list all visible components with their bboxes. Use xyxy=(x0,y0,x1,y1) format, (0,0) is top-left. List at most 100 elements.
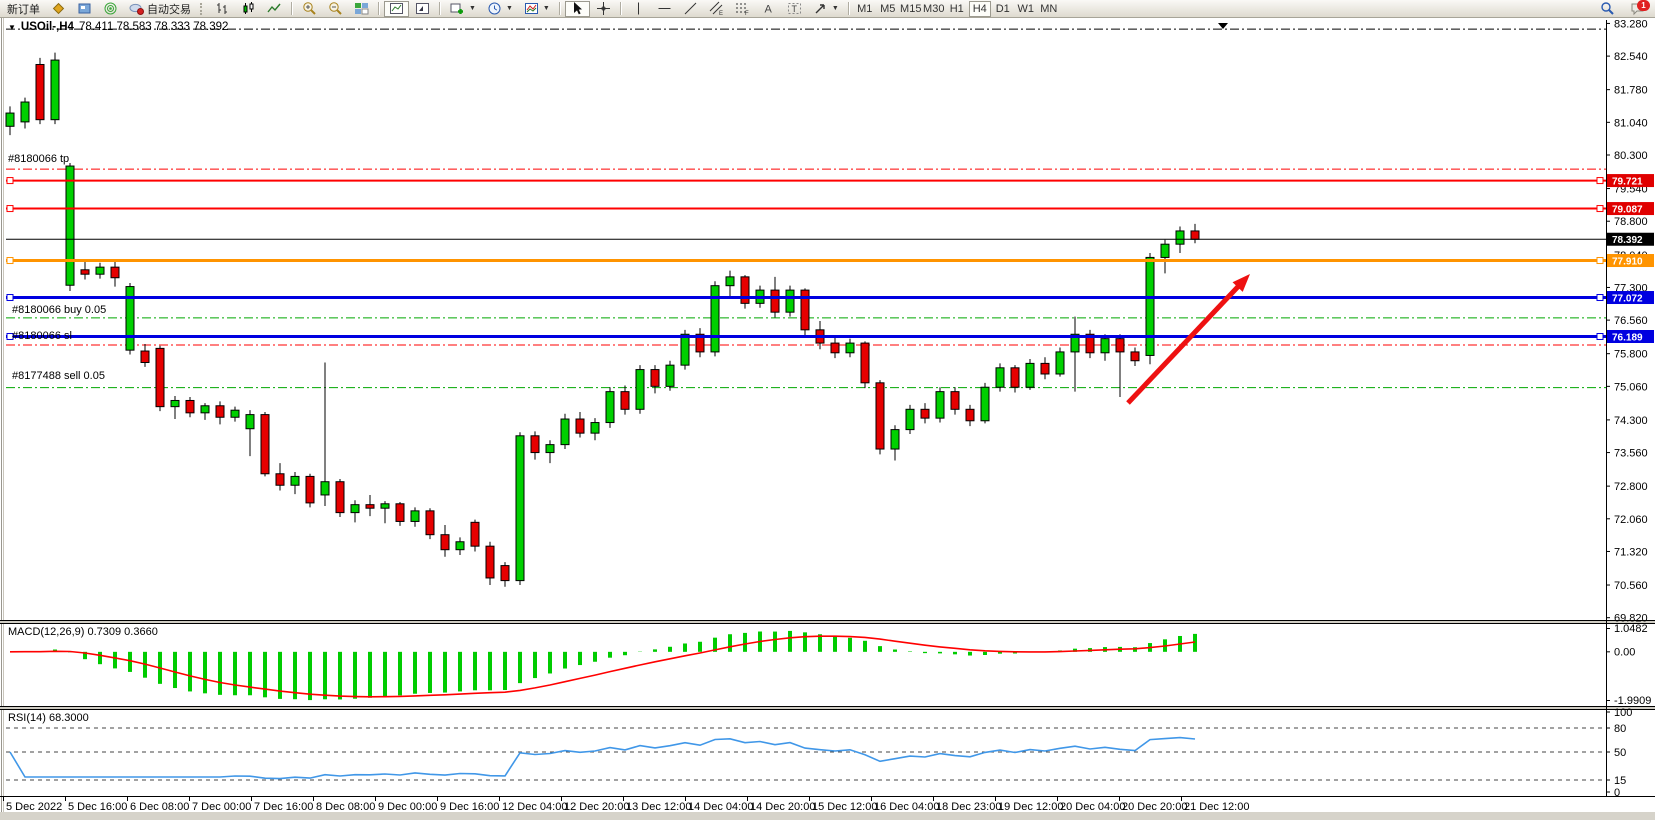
svg-text:72.060: 72.060 xyxy=(1614,514,1648,526)
chart-area: 83.280 82.540 81.780 81.040 80.300 79.540 78.8… xyxy=(0,18,1655,812)
symbol-period-label: USOil-,H4 xyxy=(20,21,74,33)
svg-text:6 Dec 08:00: 6 Dec 08:00 xyxy=(130,801,189,812)
navigator-icon xyxy=(78,3,91,14)
new-chart-button[interactable]: ▼ xyxy=(445,1,481,17)
svg-text:21 Dec 12:00: 21 Dec 12:00 xyxy=(1184,801,1249,812)
svg-text:A: A xyxy=(764,4,772,16)
line-handle[interactable] xyxy=(6,294,14,302)
price-axis: 83.28082.54081.78081.04080.30079.54078.8… xyxy=(1606,18,1648,625)
svg-text:72.800: 72.800 xyxy=(1614,481,1648,493)
svg-text:81.040: 81.040 xyxy=(1614,117,1648,129)
equidistant-channel-tool-button[interactable]: E xyxy=(704,1,729,17)
svg-text:5 Dec 2022: 5 Dec 2022 xyxy=(6,801,62,812)
chart-shift-button[interactable] xyxy=(410,1,435,17)
macd-panel: 1.0482 0.00 -1.9909 xyxy=(9,623,1651,707)
chart-profile-button[interactable] xyxy=(384,0,409,17)
trendline-tool-button[interactable] xyxy=(678,1,703,17)
svg-text:T: T xyxy=(791,4,797,14)
line-chart-type-button[interactable] xyxy=(262,1,287,17)
crosshair-icon xyxy=(596,2,610,15)
svg-text:9 Dec 16:00: 9 Dec 16:00 xyxy=(440,801,499,812)
zoom-in-button[interactable] xyxy=(297,1,322,17)
svg-text:0: 0 xyxy=(1614,787,1620,799)
line-handle[interactable] xyxy=(6,177,14,185)
new-order-button[interactable]: 新订单 xyxy=(2,1,45,17)
chart-shift-marker-icon[interactable] xyxy=(1218,23,1228,29)
trendline-icon xyxy=(684,2,697,15)
line-handle[interactable] xyxy=(1596,205,1604,213)
svg-text:50: 50 xyxy=(1614,747,1626,759)
rsi-line xyxy=(9,736,1196,780)
svg-text:79.721: 79.721 xyxy=(1612,177,1643,188)
line-handle[interactable] xyxy=(6,205,14,213)
candlestick-chart-icon xyxy=(243,2,254,14)
timeframe-h4-button[interactable]: H4 xyxy=(968,0,991,17)
svg-text:76.560: 76.560 xyxy=(1614,315,1648,327)
timeframe-m15-button[interactable]: M15 xyxy=(900,2,922,15)
navigator-button[interactable] xyxy=(72,1,97,17)
toolbar-drag-handle[interactable] xyxy=(200,2,206,15)
price-tag-76.189 xyxy=(1607,330,1654,344)
text-label-tool-button[interactable]: T xyxy=(782,1,807,17)
fibonacci-tool-button[interactable]: F xyxy=(730,1,755,17)
svg-text:1.0482: 1.0482 xyxy=(1614,623,1648,635)
bar-chart-type-button[interactable] xyxy=(210,1,235,17)
svg-text:78.800: 78.800 xyxy=(1614,216,1648,228)
market-watch-button[interactable] xyxy=(46,1,71,17)
tile-windows-button[interactable] xyxy=(349,1,374,17)
indicators-button[interactable]: ▼ xyxy=(519,1,555,17)
period-clock-button[interactable]: ▼ xyxy=(482,1,518,17)
ohlc-values: 78.411 78.583 78.333 78.392 xyxy=(78,21,229,33)
svg-text:80: 80 xyxy=(1614,723,1626,735)
timeframe-mn-button[interactable]: MN xyxy=(1038,1,1060,17)
timeframe-d1-button[interactable]: D1 xyxy=(992,1,1014,17)
line-handle[interactable] xyxy=(1596,294,1604,302)
auto-trading-button[interactable]: 自动交易 xyxy=(124,1,196,17)
line-handle[interactable] xyxy=(6,333,14,341)
objects-expand-icon[interactable]: ▼ xyxy=(8,22,16,32)
svg-text:15: 15 xyxy=(1614,775,1626,787)
svg-text:19 Dec 12:00: 19 Dec 12:00 xyxy=(998,801,1063,812)
svg-text:F: F xyxy=(745,11,749,16)
notifications-button[interactable]: 1 xyxy=(1621,0,1653,17)
crosshair-tool-button[interactable] xyxy=(591,1,616,17)
chart-canvas[interactable]: 83.28082.54081.78081.04080.30079.54078.8… xyxy=(0,18,1655,812)
svg-text:82.540: 82.540 xyxy=(1614,51,1648,63)
main-price-panel xyxy=(5,28,1606,587)
line-handle[interactable] xyxy=(1596,257,1604,265)
svg-text:75.060: 75.060 xyxy=(1614,381,1648,393)
text-tool-button[interactable]: A xyxy=(756,1,781,17)
svg-text:12 Dec 04:00: 12 Dec 04:00 xyxy=(502,801,567,812)
svg-text:78.392: 78.392 xyxy=(1612,235,1643,246)
arrow-shapes-icon xyxy=(815,4,825,14)
chevron-down-icon: ▼ xyxy=(831,5,839,12)
timeframe-m5-button[interactable]: M5 xyxy=(877,1,899,17)
arrows-tool-button[interactable]: ▼ xyxy=(808,1,844,17)
tile-windows-icon xyxy=(355,3,369,15)
toolbar-separator xyxy=(619,2,622,15)
trend-arrow[interactable] xyxy=(1126,279,1245,405)
zoom-out-button[interactable] xyxy=(323,1,348,17)
svg-text:77.072: 77.072 xyxy=(1612,294,1643,305)
search-button[interactable] xyxy=(1595,1,1620,17)
signals-button[interactable] xyxy=(98,1,123,17)
toolbar-separator xyxy=(291,2,293,15)
clock-icon xyxy=(488,2,501,15)
timeframe-h1-button[interactable]: H1 xyxy=(946,1,968,17)
line-handle[interactable] xyxy=(6,257,14,265)
timeframe-w1-button[interactable]: W1 xyxy=(1015,1,1037,17)
line-handle[interactable] xyxy=(1596,177,1604,185)
vertical-line-tool-button[interactable] xyxy=(626,1,651,17)
timeframe-m30-button[interactable]: M30 xyxy=(923,2,945,15)
timeframe-m1-button[interactable]: M1 xyxy=(854,1,876,17)
price-tag-79.721 xyxy=(1607,174,1654,188)
price-tag-77.910 xyxy=(1607,254,1654,268)
horizontal-line-tool-button[interactable] xyxy=(652,1,677,17)
trend-arrow-head[interactable] xyxy=(1232,274,1250,292)
cursor-tool-button[interactable] xyxy=(564,0,590,17)
candlestick-chart-type-button[interactable] xyxy=(236,1,261,17)
line-handle[interactable] xyxy=(1596,333,1604,341)
toolbar-separator xyxy=(378,2,380,15)
svg-text:12 Dec 20:00: 12 Dec 20:00 xyxy=(564,801,629,812)
